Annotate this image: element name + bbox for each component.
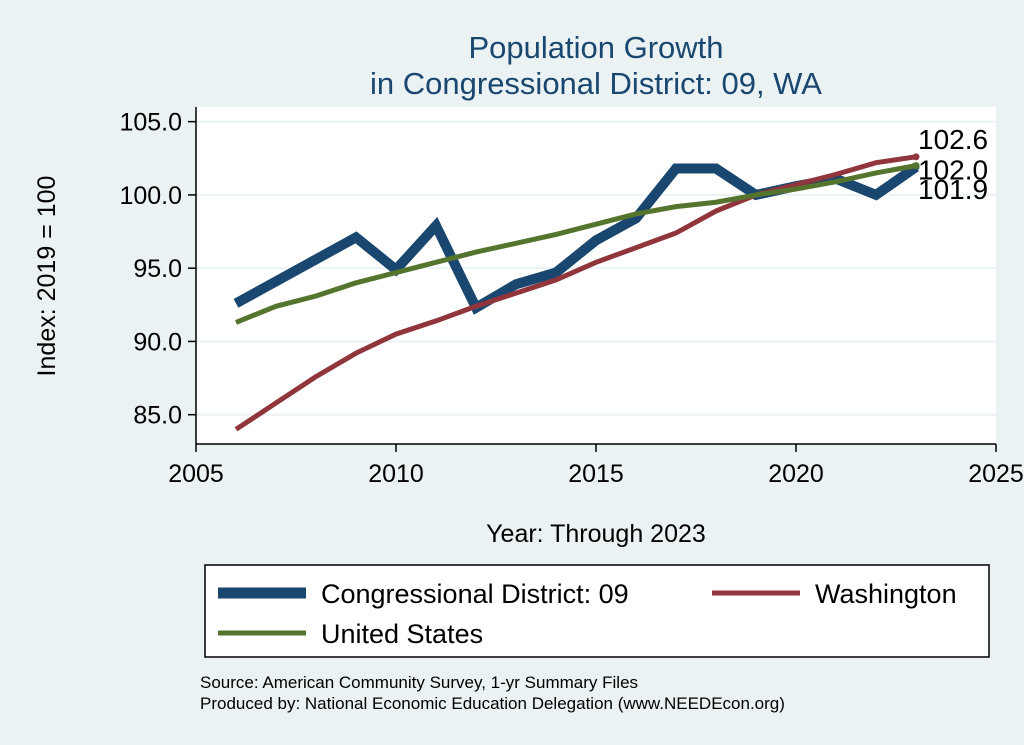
x-tick-label-3: 2020: [768, 460, 824, 488]
producer-note: Produced by: National Economic Education…: [200, 694, 785, 713]
y-tick-label-0: 85.0: [133, 402, 182, 430]
series-line-united-states: [235, 163, 917, 325]
y-axis-title: Index: 2019 = 100: [33, 176, 61, 377]
x-axis-title: Year: Through 2023: [486, 520, 706, 548]
y-tick-label-2: 95.0: [133, 255, 182, 283]
legend-label-washington: Washington: [815, 579, 957, 609]
series-end-marker-washington: [912, 153, 920, 161]
x-tick-label-4: 2025: [968, 460, 1024, 488]
series-lines: [233, 153, 920, 432]
end-label-united-states: 102.0: [918, 155, 988, 186]
chart-title-line-1: Population Growth: [468, 30, 723, 65]
series-line-washington: [234, 154, 917, 432]
y-tick-label-3: 100.0: [119, 182, 182, 210]
chart-title-line-2: in Congressional District: 09, WA: [370, 66, 822, 101]
axes: 85.0 90.0 95.0 100.0 105.0 2005 2010 2015 2020 20…: [119, 107, 1024, 488]
x-tick-label-0: 2005: [168, 460, 224, 488]
y-tick-label-4: 105.0: [119, 109, 182, 137]
end-label-district: 101.9: [918, 174, 988, 205]
end-label-washington: 102.6: [918, 124, 988, 155]
legend-box: [204, 564, 990, 658]
source-note: Source: American Community Survey, 1-yr …: [200, 673, 638, 692]
legend-label-district: Congressional District: 09: [321, 579, 629, 609]
x-tick-label-2: 2015: [568, 460, 624, 488]
x-tick-label-1: 2010: [368, 460, 424, 488]
series-end-marker-united-states: [912, 162, 920, 170]
plot-area: [196, 107, 996, 444]
legend: Congressional District: 09 Washington Un…: [204, 564, 990, 658]
legend-label-united-states: United States: [321, 619, 483, 649]
y-tick-label-1: 90.0: [133, 328, 182, 356]
